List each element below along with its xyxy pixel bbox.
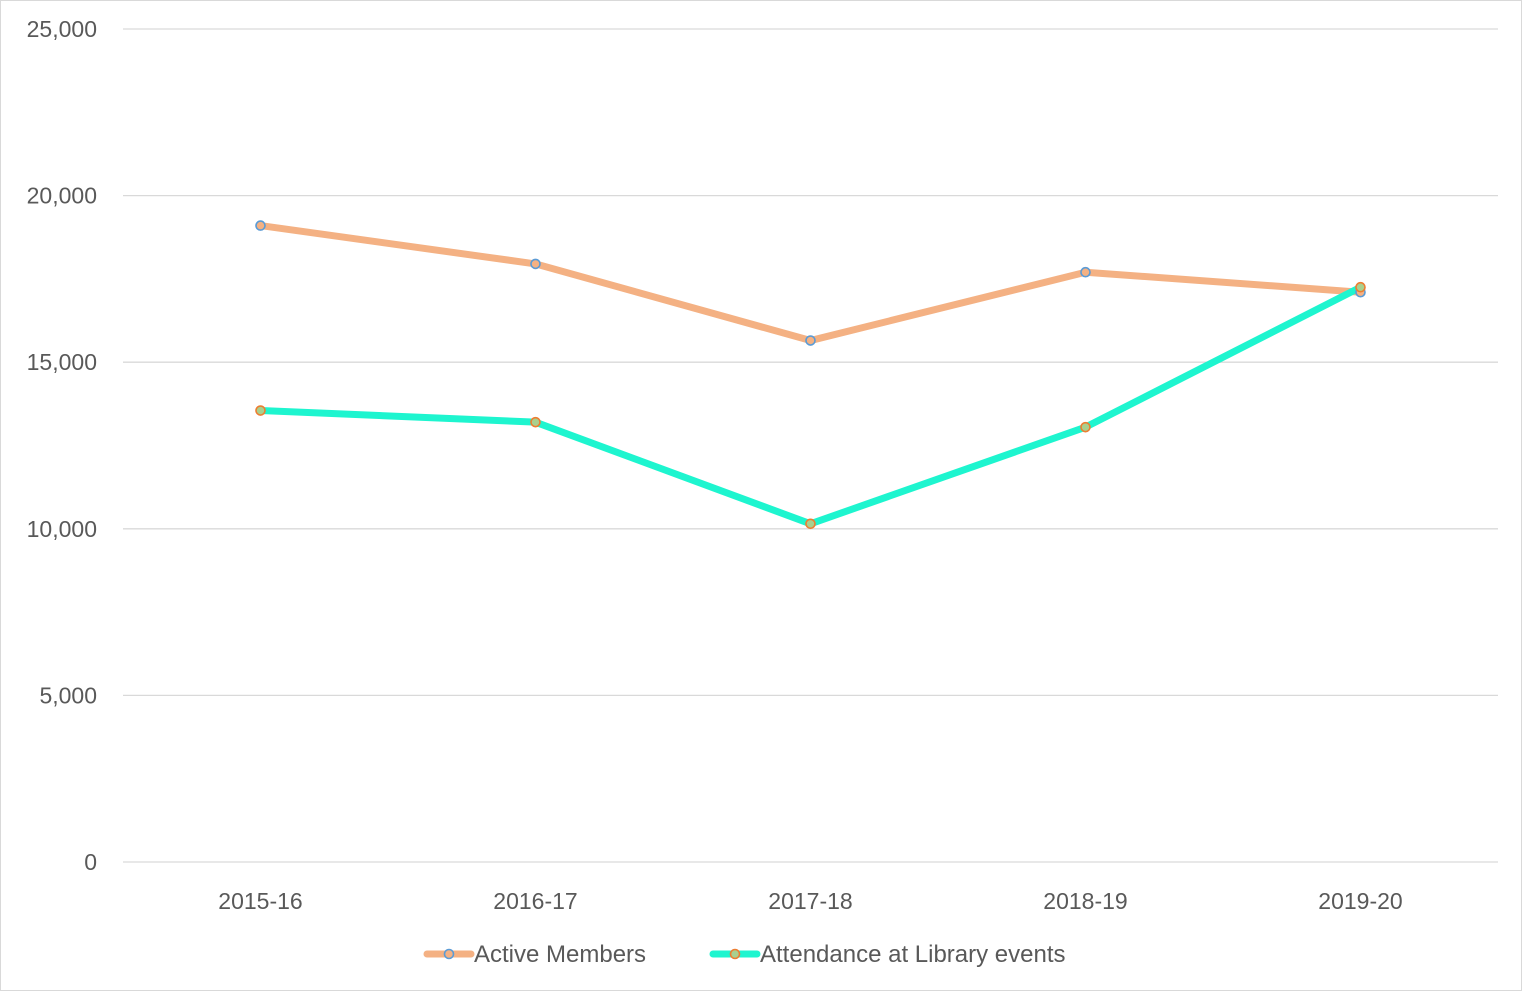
x-tick-label: 2019-20 bbox=[1318, 888, 1402, 914]
data-point bbox=[530, 416, 541, 428]
x-tick-label: 2017-18 bbox=[768, 888, 852, 914]
legend-item: Active Members bbox=[423, 941, 646, 968]
y-tick-label: 10,000 bbox=[27, 516, 97, 542]
series-line bbox=[257, 222, 1364, 345]
y-tick-label: 5,000 bbox=[39, 682, 97, 708]
y-tick-label: 15,000 bbox=[27, 349, 97, 375]
series-lines bbox=[257, 222, 1364, 528]
legend-marker-swatch bbox=[729, 948, 741, 960]
data-point bbox=[1080, 421, 1091, 433]
data-point bbox=[1080, 266, 1091, 278]
data-point bbox=[530, 258, 541, 270]
data-point bbox=[1355, 281, 1366, 293]
y-tick-label: 20,000 bbox=[27, 183, 97, 209]
x-tick-label: 2015-16 bbox=[218, 888, 302, 914]
data-point bbox=[255, 220, 266, 231]
legend-item: Attendance at Library events bbox=[709, 941, 1066, 968]
legend-label: Attendance at Library events bbox=[760, 941, 1066, 968]
legend: Active Members Attendance at Library even… bbox=[423, 941, 1066, 968]
series-line bbox=[257, 283, 1364, 528]
legend-marker-swatch bbox=[443, 948, 455, 960]
x-axis-labels: 2015-16 2016-17 2017-18 2018-19 2019-20 bbox=[218, 888, 1402, 914]
y-tick-label: 25,000 bbox=[27, 16, 97, 42]
data-point bbox=[255, 405, 266, 416]
y-axis-labels: 0 5,000 10,000 15,000 20,000 25,000 bbox=[27, 16, 97, 875]
data-point bbox=[805, 335, 816, 346]
y-tick-label: 0 bbox=[84, 849, 97, 875]
x-tick-label: 2018-19 bbox=[1043, 888, 1127, 914]
x-tick-label: 2016-17 bbox=[493, 888, 577, 914]
data-point bbox=[805, 518, 816, 530]
gridlines bbox=[123, 28, 1498, 863]
legend-label: Active Members bbox=[474, 941, 646, 968]
series-markers bbox=[255, 220, 1366, 530]
